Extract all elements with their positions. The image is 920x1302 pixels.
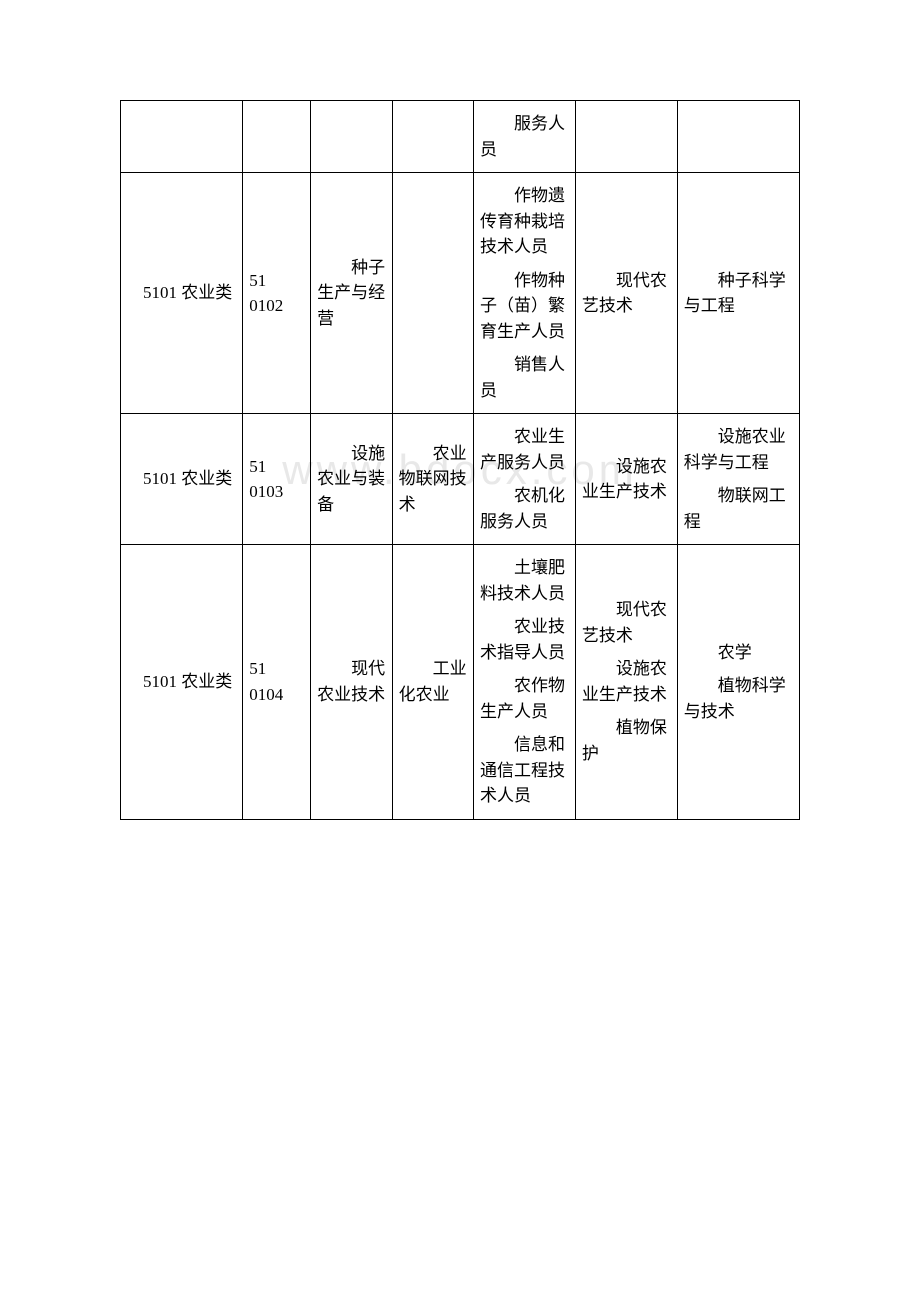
table-row: 5101 农业类51 0104现代农业技术工业化农业土壤肥料技术人员农业技术指导…: [121, 545, 800, 820]
cell-paragraph: 农业物联网技术: [399, 441, 467, 518]
cell-occupation: 土壤肥料技术人员农业技术指导人员农作物生产人员信息和通信工程技术人员: [474, 545, 576, 820]
cell-paragraph: 现代农艺技术: [582, 597, 671, 648]
cell-paragraph: 服务人员: [480, 111, 569, 162]
cell-paragraph: 现代农业技术: [317, 656, 385, 707]
cell-code: 51 0103: [243, 414, 311, 545]
cell-major: 现代农业技术: [311, 545, 392, 820]
cell-major: 种子生产与经营: [311, 173, 392, 414]
cell-code: [243, 101, 311, 173]
cell-connect-secondary: 设施农业生产技术: [575, 414, 677, 545]
document-page: www.bdocx.com 服务人员5101 农业类51 0102种子生产与经营…: [0, 0, 920, 940]
cell-code: 51 0104: [243, 545, 311, 820]
cell-paragraph: 信息和通信工程技术人员: [480, 732, 569, 809]
cell-paragraph: 种子生产与经营: [317, 255, 385, 332]
cell-connect-undergrad: [677, 101, 799, 173]
cell-paragraph: 作物遗传育种栽培技术人员: [480, 183, 569, 260]
table-row: 服务人员: [121, 101, 800, 173]
cell-code: 51 0102: [243, 173, 311, 414]
cell-direction: 工业化农业: [392, 545, 473, 820]
cell-major: 设施农业与装备: [311, 414, 392, 545]
cell-connect-undergrad: 农学植物科学与技术: [677, 545, 799, 820]
cell-paragraph: 设施农业生产技术: [582, 656, 671, 707]
cell-category: 5101 农业类: [121, 414, 243, 545]
cell-major: [311, 101, 392, 173]
table-row: 5101 农业类51 0103设施农业与装备农业物联网技术农业生产服务人员农机化…: [121, 414, 800, 545]
cell-paragraph: 设施农业生产技术: [582, 454, 671, 505]
cell-paragraph: 种子科学与工程: [684, 268, 793, 319]
cell-paragraph: 作物种子（苗）繁育生产人员: [480, 268, 569, 345]
cell-paragraph: 植物科学与技术: [684, 673, 793, 724]
cell-paragraph: 设施农业科学与工程: [684, 424, 793, 475]
cell-category: 5101 农业类: [121, 173, 243, 414]
cell-occupation: 作物遗传育种栽培技术人员作物种子（苗）繁育生产人员销售人员: [474, 173, 576, 414]
table-row: 5101 农业类51 0102种子生产与经营 作物遗传育种栽培技术人员作物种子（苗…: [121, 173, 800, 414]
cell-paragraph: 植物保护: [582, 715, 671, 766]
cell-paragraph: 设施农业与装备: [317, 441, 385, 518]
cell-paragraph: 物联网工程: [684, 483, 793, 534]
cell-direction: [392, 173, 473, 414]
cell-paragraph: 农业生产服务人员: [480, 424, 569, 475]
cell-paragraph: 农学: [684, 640, 793, 666]
cell-paragraph: 农作物生产人员: [480, 673, 569, 724]
catalog-table: 服务人员5101 农业类51 0102种子生产与经营作物遗传育种栽培技术人员作物…: [120, 100, 800, 820]
cell-connect-undergrad: 设施农业科学与工程物联网工程: [677, 414, 799, 545]
cell-occupation: 服务人员: [474, 101, 576, 173]
cell-paragraph: 农业技术指导人员: [480, 614, 569, 665]
cell-connect-secondary: 现代农艺技术: [575, 173, 677, 414]
cell-direction: [392, 101, 473, 173]
cell-paragraph: 销售人员: [480, 352, 569, 403]
cell-connect-undergrad: 种子科学与工程: [677, 173, 799, 414]
cell-paragraph: 土壤肥料技术人员: [480, 555, 569, 606]
cell-paragraph: 农机化服务人员: [480, 483, 569, 534]
cell-category: 5101 农业类: [121, 545, 243, 820]
cell-connect-secondary: 现代农艺技术设施农业生产技术植物保护: [575, 545, 677, 820]
cell-paragraph: 现代农艺技术: [582, 268, 671, 319]
cell-occupation: 农业生产服务人员农机化服务人员: [474, 414, 576, 545]
cell-connect-secondary: [575, 101, 677, 173]
cell-paragraph: 工业化农业: [399, 656, 467, 707]
cell-direction: 农业物联网技术: [392, 414, 473, 545]
cell-category: [121, 101, 243, 173]
